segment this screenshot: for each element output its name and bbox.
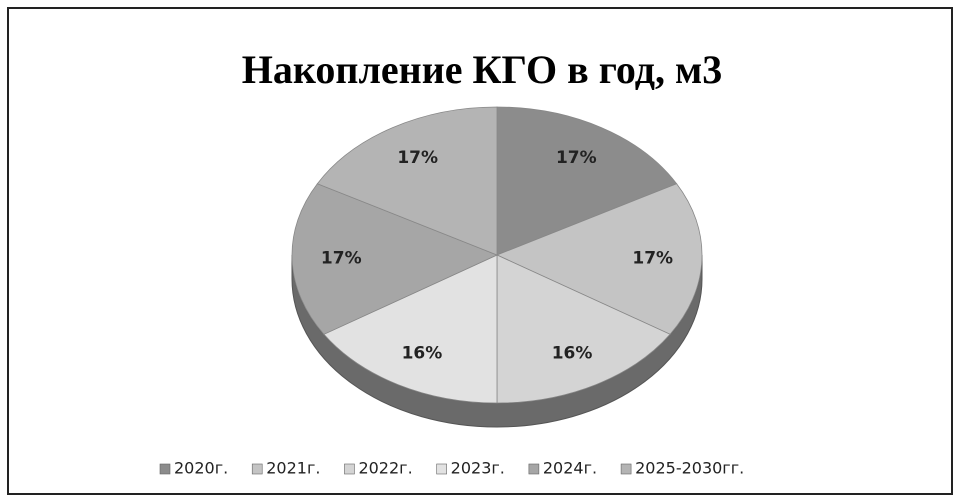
data-label: 17% [321,249,362,269]
legend-label: 2022г. [358,459,412,478]
legend-swatch [159,463,171,475]
legend-label: 2023г. [451,459,505,478]
legend-label: 2021г. [266,459,320,478]
legend-swatch [620,463,632,475]
data-label: 17% [632,249,673,269]
legend-swatch [436,463,447,475]
data-label: 16% [552,344,593,364]
legend-label: 2024г. [543,459,597,478]
pie-slice [496,254,671,404]
pie-slice [323,254,498,404]
legend-label: 2020г. [174,459,228,478]
data-label: 17% [556,148,597,168]
legend-swatch [528,463,540,475]
legend-label: 2025-2030гг. [635,459,744,478]
pie-slice [496,106,678,256]
pie-slice [316,106,498,256]
pie-slice [291,183,499,335]
legend-swatch [344,463,355,475]
data-label: 16% [402,344,443,364]
pie-slice [495,183,703,335]
data-label: 17% [397,148,438,168]
chart-title: Накопление КГО в год, м3 [242,47,722,92]
legend-swatch [251,463,263,475]
